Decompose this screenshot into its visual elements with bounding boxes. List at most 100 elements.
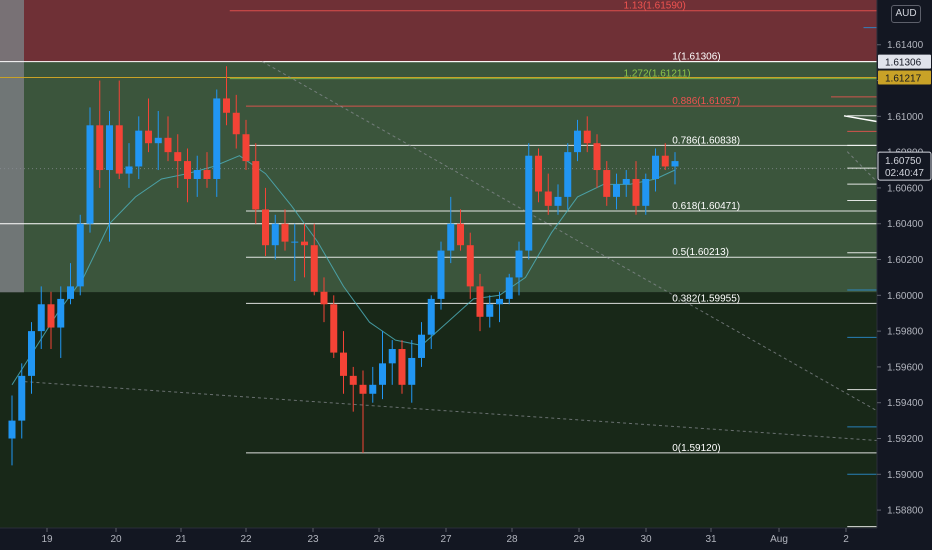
price-label-text: 1.61306 (885, 58, 922, 69)
candle-body[interactable] (349, 375, 357, 385)
candle-body[interactable] (418, 334, 425, 358)
candle-body[interactable] (271, 223, 279, 246)
candle-body[interactable] (310, 245, 318, 292)
candle-body[interactable] (135, 130, 143, 167)
price-tick-label: 1.58800 (887, 506, 924, 517)
price-tick-label: 1.60000 (887, 291, 924, 302)
candle-body[interactable] (583, 130, 591, 144)
candle-body[interactable] (252, 161, 260, 210)
candle-body[interactable] (125, 166, 133, 174)
price-tick-label: 1.61400 (887, 40, 924, 51)
candle-body[interactable] (67, 286, 74, 299)
candle-body[interactable] (379, 363, 386, 385)
candle-body[interactable] (632, 178, 640, 206)
fib-level-label: 0.786(1.60838) (672, 135, 740, 146)
time-tick-label: 2 (843, 534, 849, 545)
time-tick-label: 31 (705, 534, 717, 545)
currency-badge[interactable]: AUD (891, 5, 921, 23)
candle-body[interactable] (535, 155, 542, 192)
fib-level-label: 0.886(1.61057) (672, 96, 740, 107)
candle-body[interactable] (369, 384, 377, 394)
price-tick-label: 1.59400 (887, 398, 924, 409)
candle-body[interactable] (603, 170, 611, 197)
candle-body[interactable] (281, 223, 289, 242)
candle-body[interactable] (496, 298, 503, 305)
time-tick-label: 28 (506, 534, 518, 545)
fib-level-label: 1.13(1.61590) (624, 1, 686, 12)
candle-body[interactable] (398, 349, 406, 385)
candle-body[interactable] (96, 125, 104, 171)
candle-body[interactable] (86, 125, 94, 224)
candle-body[interactable] (106, 125, 113, 171)
candle-body[interactable] (447, 223, 455, 251)
candle-body[interactable] (213, 98, 221, 179)
candle-body[interactable] (340, 352, 347, 376)
candle-body[interactable] (76, 223, 84, 287)
time-axis[interactable] (0, 528, 932, 550)
candle-body[interactable] (47, 304, 55, 328)
candle-body[interactable] (223, 98, 230, 113)
candle-body[interactable] (242, 134, 250, 162)
candle-body[interactable] (57, 298, 65, 328)
candle-body[interactable] (184, 161, 191, 179)
candle-body[interactable] (320, 291, 328, 305)
candle-body[interactable] (554, 196, 562, 206)
current-price-value: 1.60750 (885, 156, 922, 167)
candle-body[interactable] (505, 277, 513, 299)
candle-body[interactable] (661, 155, 669, 167)
candle-body[interactable] (203, 170, 211, 179)
candle-body[interactable] (193, 170, 201, 179)
candle-body[interactable] (262, 209, 269, 246)
candle-body[interactable] (28, 331, 35, 376)
price-tick-label: 1.59800 (887, 327, 924, 338)
candle-body[interactable] (145, 130, 152, 144)
candle-body[interactable] (408, 357, 416, 385)
candle-body[interactable] (486, 304, 494, 317)
candle-body[interactable] (652, 155, 659, 179)
candle-body[interactable] (18, 375, 26, 421)
price-axis[interactable] (877, 0, 932, 550)
candle-body[interactable] (525, 155, 533, 251)
candle-body[interactable] (291, 241, 299, 243)
price-tick-label: 1.60600 (887, 183, 924, 194)
candle-body[interactable] (613, 184, 620, 197)
candle-body[interactable] (301, 241, 308, 246)
candle-body[interactable] (154, 137, 162, 144)
time-tick-label: 20 (110, 534, 122, 545)
time-tick-label: 22 (240, 534, 252, 545)
candle-body[interactable] (642, 178, 650, 206)
candle-body[interactable] (564, 152, 572, 197)
candle-body[interactable] (476, 286, 484, 317)
candle-body[interactable] (515, 250, 523, 278)
candle-body[interactable] (437, 250, 445, 299)
candle-body[interactable] (8, 420, 16, 439)
candle-body[interactable] (427, 298, 435, 335)
candle-body[interactable] (174, 152, 182, 162)
price-label-box (878, 54, 931, 69)
price-tick-label: 1.59600 (887, 362, 924, 373)
candle-body[interactable] (574, 130, 581, 153)
candle-body[interactable] (622, 178, 630, 185)
current-price-tag[interactable] (877, 151, 932, 181)
candle-body[interactable] (457, 223, 464, 246)
price-tick-label: 1.61000 (887, 112, 924, 123)
candle-body[interactable] (593, 143, 601, 171)
time-tick-label: 26 (373, 534, 385, 545)
candle-body[interactable] (37, 304, 45, 332)
time-tick-label: Aug (770, 534, 788, 545)
candle-body[interactable] (115, 125, 123, 174)
fib-level-label: 1.272(1.61211) (624, 69, 691, 80)
time-tick-label: 19 (41, 534, 53, 545)
time-tick-label: 21 (175, 534, 187, 545)
candle-body[interactable] (544, 191, 552, 206)
candle-body[interactable] (388, 349, 396, 364)
candle-body[interactable] (330, 304, 338, 353)
candle-body[interactable] (232, 112, 240, 135)
fib-level-label: 1(1.61306) (672, 52, 720, 63)
candle-body[interactable] (466, 245, 474, 287)
candle-body[interactable] (164, 137, 172, 153)
candle-body[interactable] (671, 161, 679, 167)
candle-body[interactable] (359, 384, 367, 394)
time-tick-label: 23 (307, 534, 319, 545)
